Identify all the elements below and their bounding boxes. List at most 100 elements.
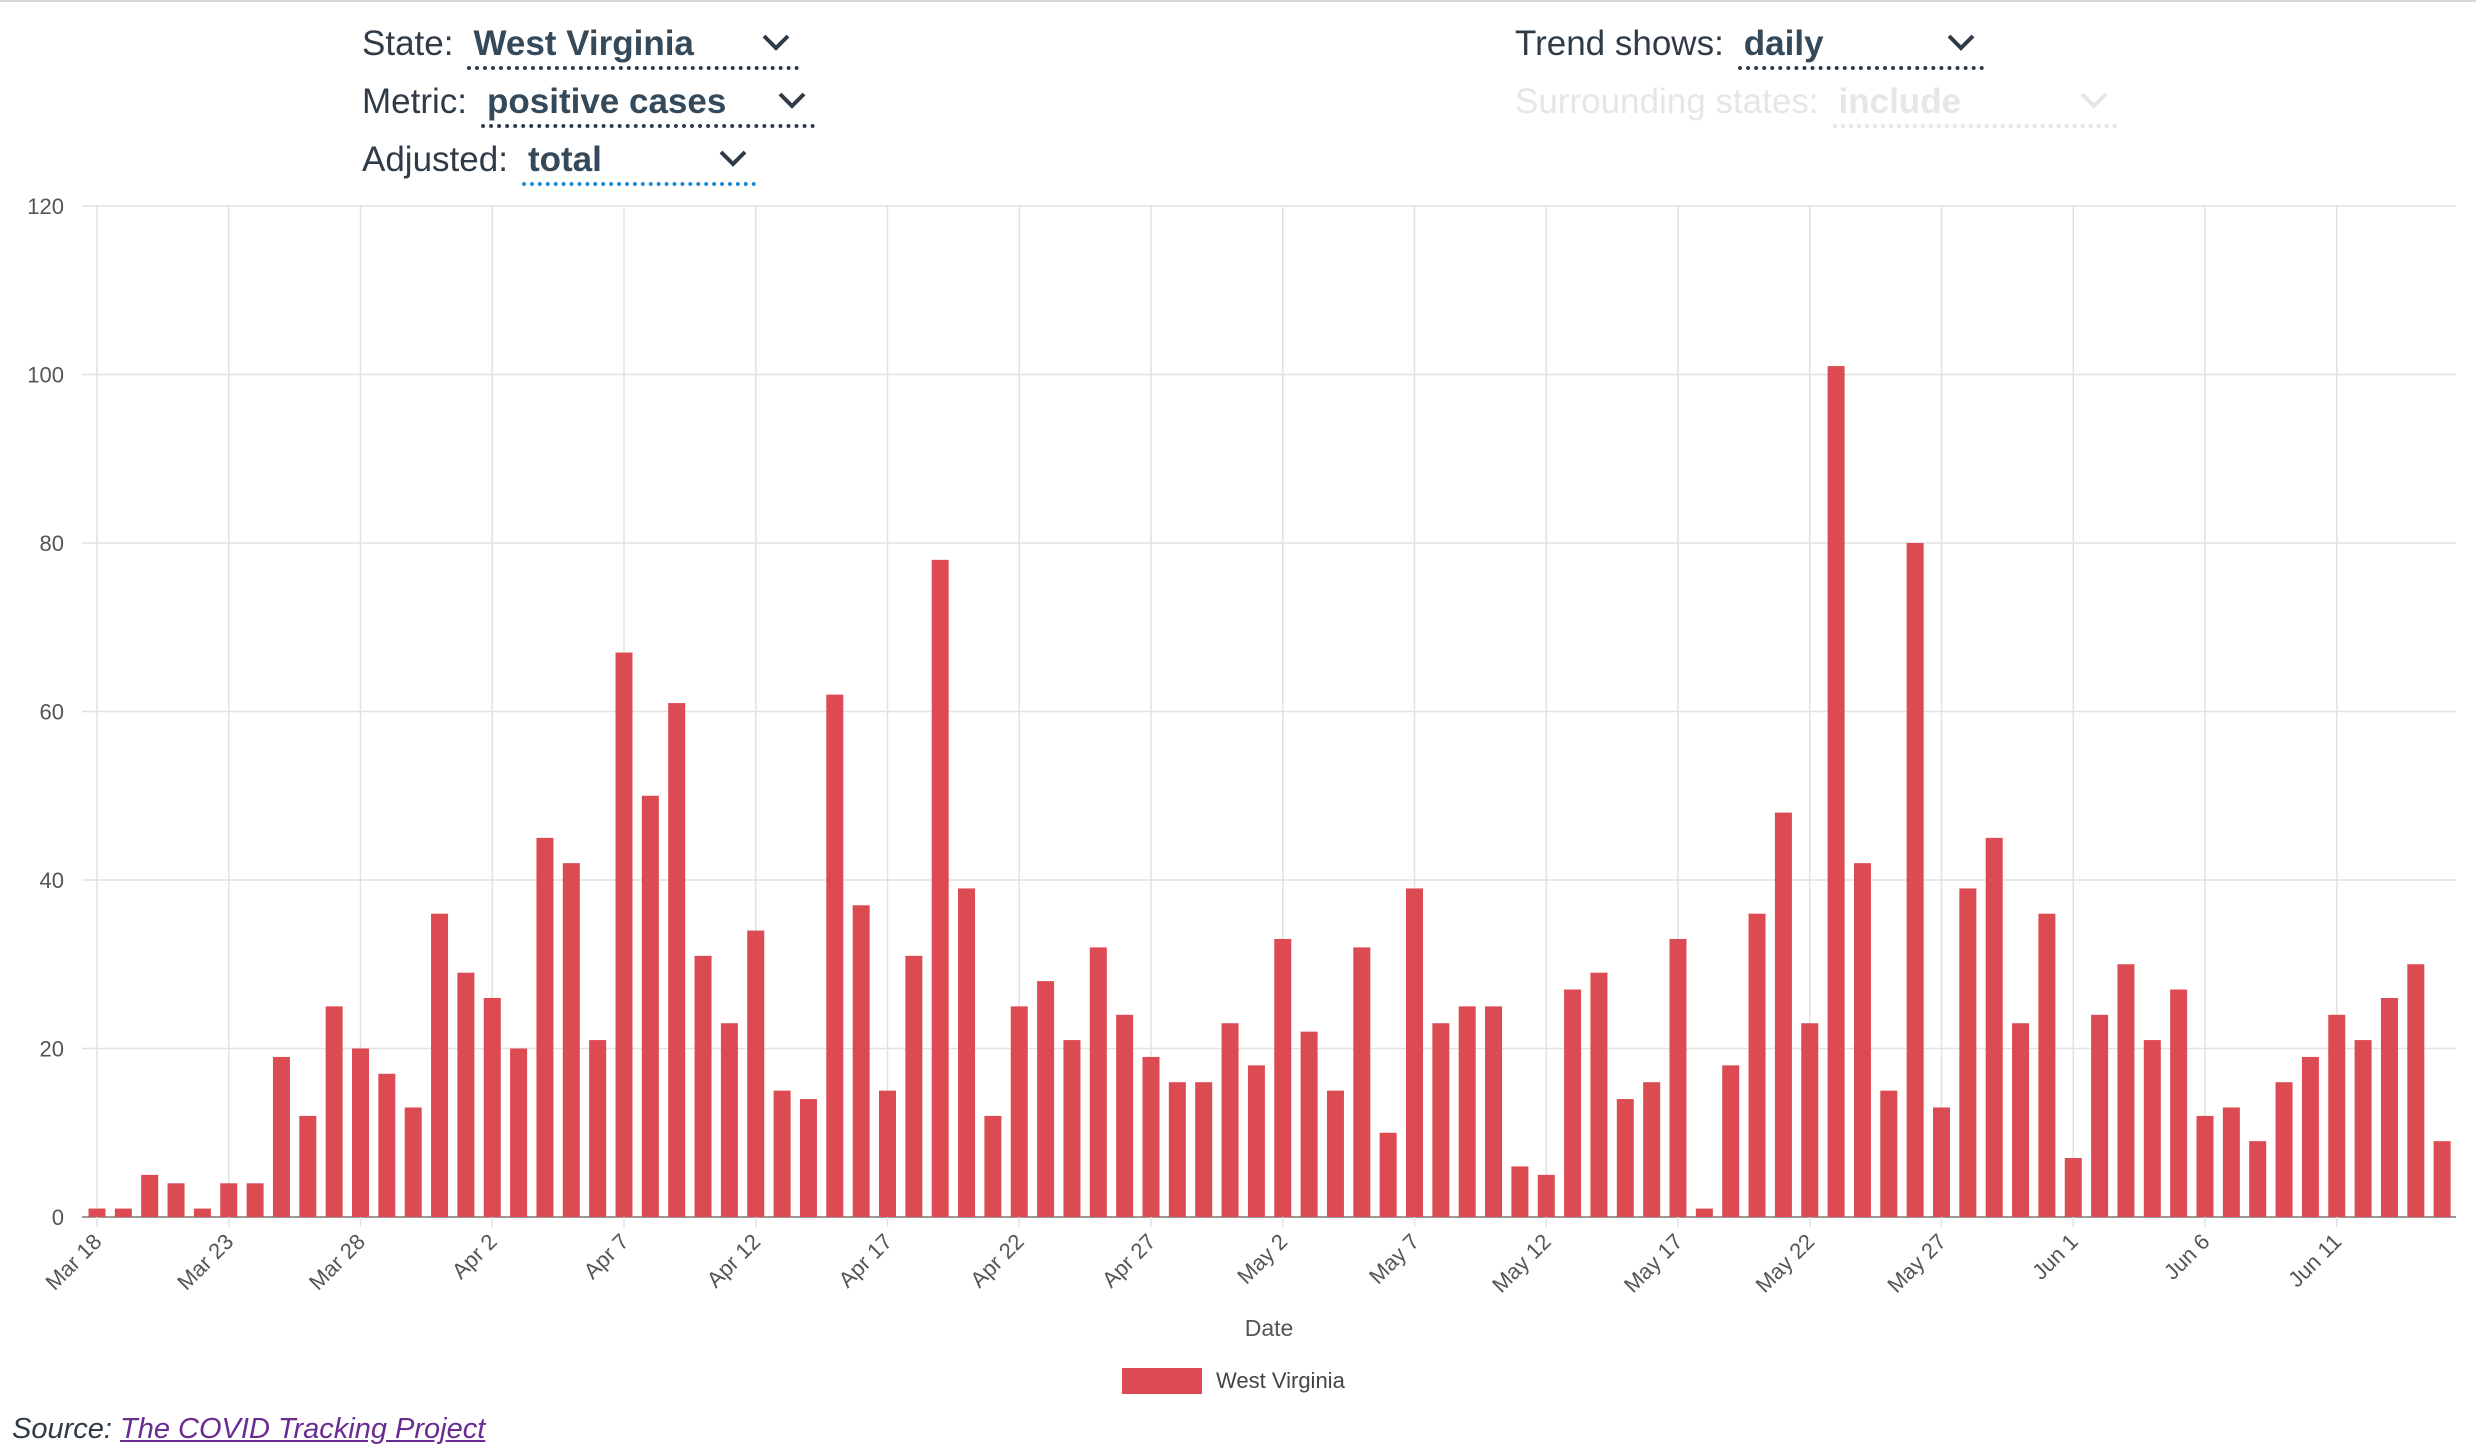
adjusted-select[interactable]: total	[521, 134, 756, 186]
bar-apr-2	[483, 997, 501, 1217]
trend-control: Trend shows: daily	[1515, 18, 1984, 70]
bar-apr-29	[1195, 1082, 1213, 1217]
bar-may-15	[1616, 1099, 1634, 1217]
bar-may-19	[1722, 1065, 1740, 1217]
bar-apr-15	[826, 694, 844, 1217]
x-tick-label: Apr 7	[579, 1229, 634, 1284]
bar-apr-21	[984, 1115, 1002, 1217]
y-tick-label: 40	[40, 868, 64, 893]
bar-mar-20	[141, 1174, 159, 1217]
legend-label: West Virginia	[1216, 1368, 1345, 1393]
bar-apr-7	[615, 652, 633, 1217]
bar-mar-18	[88, 1208, 106, 1217]
bar-may-2	[1274, 938, 1292, 1217]
bar-jun-13	[2380, 997, 2398, 1217]
bar-may-31	[2038, 913, 2056, 1217]
metric-select[interactable]: positive cases	[481, 76, 815, 128]
bar-apr-25	[1089, 947, 1107, 1217]
bar-may-29	[1985, 837, 2003, 1217]
trend-value: daily	[1743, 24, 1824, 63]
bar-mar-31	[431, 913, 449, 1217]
x-tick-label: Mar 18	[40, 1229, 106, 1295]
y-tick-label: 60	[40, 700, 64, 725]
y-tick-label: 20	[40, 1037, 64, 1062]
bar-may-23	[1827, 366, 1845, 1217]
x-tick-label: May 22	[1751, 1229, 1820, 1298]
bar-jun-11	[2328, 1014, 2346, 1217]
bar-jun-6	[2196, 1115, 2214, 1217]
state-label: State:	[362, 24, 454, 63]
bar-mar-26	[299, 1115, 317, 1217]
bar-may-24	[1853, 863, 1871, 1217]
x-tick-label: May 12	[1487, 1229, 1556, 1298]
bar-may-12	[1537, 1174, 1555, 1217]
bar-apr-10	[694, 955, 712, 1217]
bar-mar-27	[325, 1006, 343, 1217]
chart-legend: West Virginia	[1122, 1368, 1345, 1394]
x-tick-label: May 2	[1232, 1229, 1292, 1289]
state-control: State: West Virginia	[362, 18, 800, 70]
bar-may-4	[1326, 1090, 1344, 1217]
bar-may-20	[1748, 913, 1766, 1217]
trend-select[interactable]: daily	[1737, 18, 1984, 70]
state-select[interactable]: West Virginia	[467, 18, 800, 70]
bar-may-11	[1511, 1166, 1529, 1217]
bar-mar-28	[352, 1048, 369, 1217]
bar-apr-4	[536, 837, 554, 1217]
bar-jun-5	[2170, 989, 2188, 1217]
bar-mar-19	[114, 1208, 132, 1217]
surrounding-states-select: include	[1832, 76, 2117, 128]
bar-apr-6	[589, 1040, 607, 1217]
bar-apr-13	[773, 1090, 791, 1217]
surrounding-states-control: Surrounding states: include	[1515, 76, 2117, 128]
chevron-down-icon	[1947, 34, 1975, 51]
bar-mar-29	[378, 1073, 396, 1217]
bar-apr-24	[1063, 1040, 1081, 1217]
bar-may-30	[2012, 1023, 2030, 1217]
bar-mar-23	[220, 1183, 238, 1217]
bar-apr-17	[879, 1090, 896, 1217]
bar-may-3	[1300, 1031, 1318, 1217]
bar-may-21	[1774, 812, 1792, 1217]
bar-apr-5	[562, 863, 580, 1217]
bar-apr-8	[641, 795, 659, 1217]
bar-apr-26	[1116, 1014, 1134, 1217]
bar-may-18	[1695, 1208, 1713, 1217]
x-tick-label: Apr 27	[1097, 1229, 1161, 1293]
bar-apr-11	[720, 1023, 738, 1217]
adjusted-label: Adjusted:	[362, 140, 508, 179]
state-value: West Virginia	[473, 24, 694, 63]
bar-may-14	[1590, 972, 1608, 1217]
bar-apr-22	[1010, 1006, 1028, 1217]
bar-may-1	[1247, 1065, 1265, 1217]
chevron-down-icon	[719, 150, 747, 167]
metric-label: Metric:	[362, 82, 467, 121]
x-tick-label: Jun 1	[2027, 1229, 2083, 1285]
x-tick-label: Apr 22	[965, 1229, 1029, 1293]
x-tick-label: Apr 17	[834, 1229, 898, 1293]
x-axis-title: Date	[1245, 1315, 1294, 1341]
bar-may-22	[1801, 1023, 1819, 1217]
bar-apr-30	[1221, 1023, 1239, 1217]
bar-jun-3	[2117, 964, 2135, 1217]
bar-may-10	[1485, 1006, 1503, 1217]
bar-may-7	[1406, 888, 1423, 1217]
bar-jun-8	[2249, 1141, 2267, 1217]
source-link[interactable]: The COVID Tracking Project	[120, 1413, 486, 1445]
bar-apr-28	[1168, 1082, 1186, 1217]
bar-may-25	[1880, 1090, 1898, 1217]
bar-apr-23	[1037, 981, 1055, 1217]
bar-jun-7	[2222, 1107, 2240, 1217]
bar-mar-24	[246, 1183, 264, 1217]
bar-apr-9	[668, 703, 686, 1217]
x-tick-label: Apr 12	[702, 1229, 766, 1293]
source-note: Source: The COVID Tracking Project	[12, 1413, 485, 1446]
chevron-down-icon	[763, 34, 790, 51]
bar-jun-2	[2091, 1014, 2109, 1217]
bar-apr-18	[905, 955, 923, 1217]
bar-jun-10	[2301, 1056, 2319, 1217]
bar-jun-1	[2064, 1158, 2082, 1217]
legend-swatch	[1122, 1368, 1202, 1394]
y-tick-label: 100	[27, 363, 64, 388]
bar-apr-16	[852, 905, 870, 1217]
